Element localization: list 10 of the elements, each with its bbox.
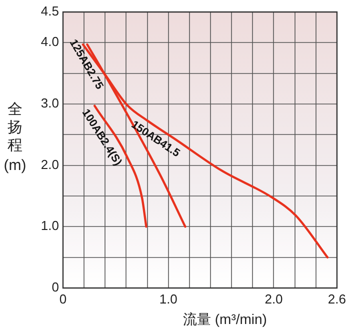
text: 2.0 — [40, 156, 59, 172]
x-axis-title: 流量 (m³/min) — [182, 310, 267, 327]
text: 2.0 — [264, 291, 283, 306]
y-axis-title: 全扬程 (m) — [4, 101, 26, 174]
y-tick-label: 4.5 — [40, 4, 59, 19]
text: 4.0 — [40, 34, 59, 50]
text: 1.0 — [159, 291, 178, 306]
text: 3.0 — [40, 96, 59, 111]
x-tick-label: 2.6 — [328, 291, 346, 306]
text: 1.0 — [40, 218, 59, 234]
